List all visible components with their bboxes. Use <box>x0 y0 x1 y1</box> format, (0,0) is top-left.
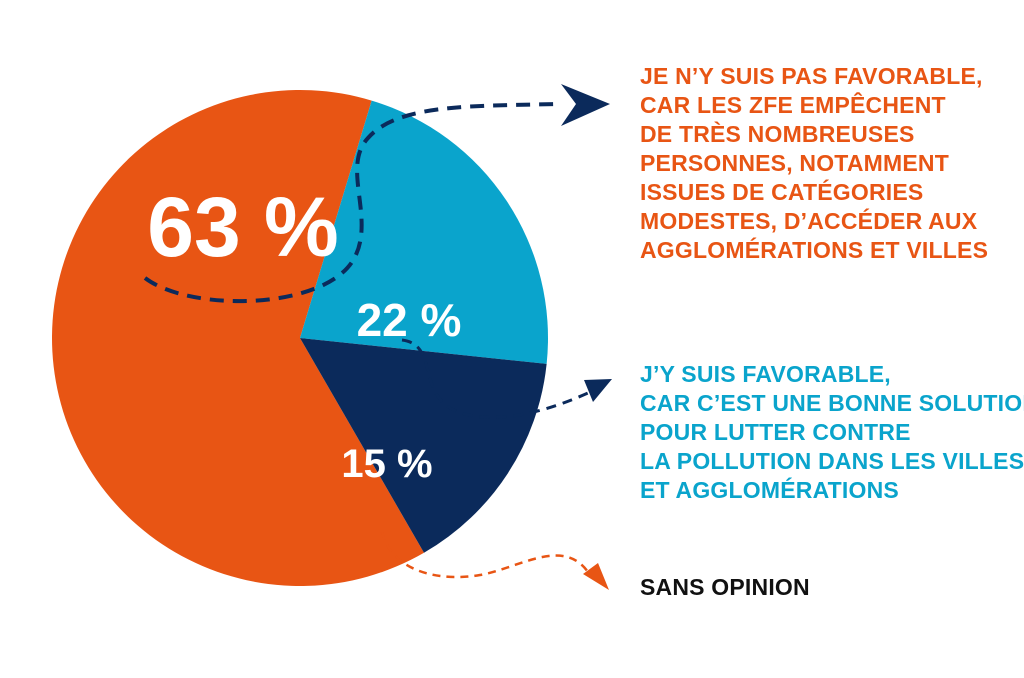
legend-favor-line: POUR LUTTER CONTRE <box>640 419 911 445</box>
legend-against-line: CAR LES ZFE EMPÊCHENT <box>640 92 946 118</box>
legend-noopinion-line: SANS OPINION <box>640 574 810 600</box>
legend-favor-line: CAR C’EST UNE BONNE SOLUTION <box>640 390 1024 416</box>
legend-against-line: DE TRÈS NOMBREUSES <box>640 121 915 147</box>
arrow-against <box>143 102 561 304</box>
legend-against-line: PERSONNES, NOTAMMENT <box>640 150 949 176</box>
label-15: 15 % <box>341 442 432 486</box>
legend-favor: J’Y SUIS FAVORABLE, CAR C’EST UNE BONNE S… <box>640 360 1024 505</box>
legend-against-line: ISSUES DE CATÉGORIES <box>640 179 924 205</box>
arrow-favor <box>401 338 589 419</box>
slice-noopinion <box>300 338 547 553</box>
legend-favor-line: LA POLLUTION DANS LES VILLES <box>640 448 1024 474</box>
label-63: 63 % <box>147 180 338 274</box>
legend-against-line: JE N’Y SUIS PAS FAVORABLE, <box>640 63 983 89</box>
pie-slices <box>52 89 548 586</box>
arrow-favor-head <box>584 379 612 402</box>
legend-favor-line: J’Y SUIS FAVORABLE, <box>640 361 891 387</box>
label-22: 22 % <box>357 294 462 346</box>
slice-favor <box>300 100 548 364</box>
legend-favor-line: ET AGGLOMÉRATIONS <box>640 477 899 503</box>
slice-against <box>52 89 424 586</box>
legend-noopinion: SANS OPINION <box>640 573 810 602</box>
arrow-against-head <box>561 84 610 126</box>
legend-against-line: AGGLOMÉRATIONS ET VILLES <box>640 237 989 263</box>
arrow-noopinion <box>380 531 592 579</box>
legend-against: JE N’Y SUIS PAS FAVORABLE, CAR LES ZFE EM… <box>640 62 988 265</box>
legend-arrows <box>143 84 612 590</box>
pie-value-labels: 63 % 22 % 15 % <box>147 180 461 486</box>
arrow-noopinion-head <box>583 563 609 590</box>
legend-against-line: MODESTES, D’ACCÉDER AUX <box>640 208 978 234</box>
